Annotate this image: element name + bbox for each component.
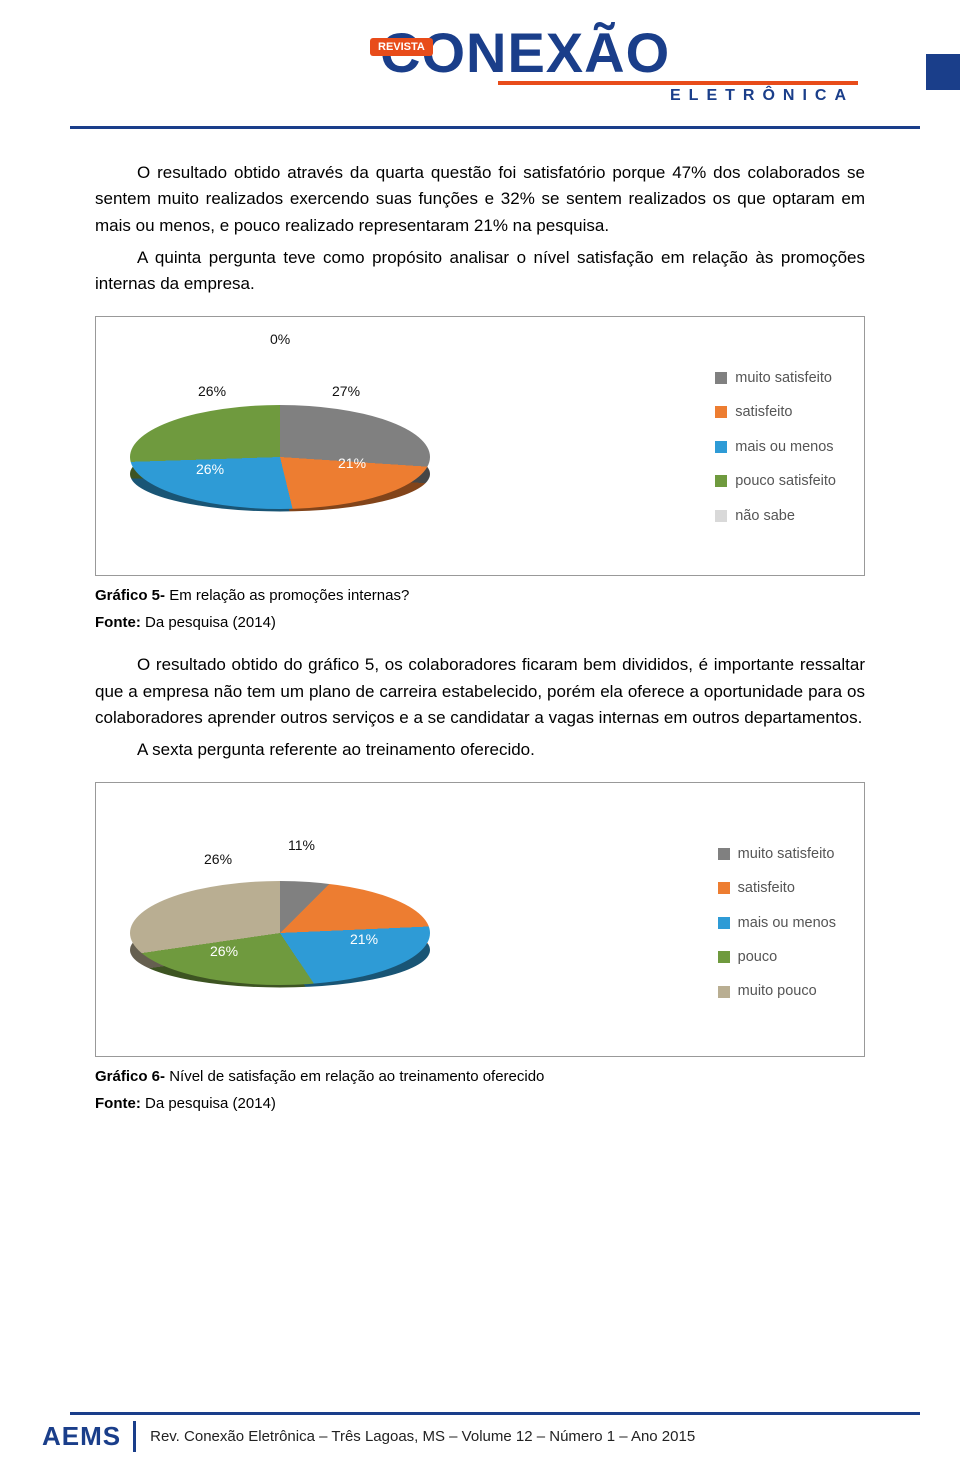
- chart5-slice-label-2: 26%: [196, 459, 224, 481]
- paragraph-2: A quinta pergunta teve como propósito an…: [95, 245, 865, 298]
- chart5-slice-label-1: 21%: [338, 453, 366, 475]
- chart-5-legend: muito satisfeito satisfeito mais ou meno…: [715, 367, 836, 539]
- legend-item: pouco satisfeito: [735, 470, 836, 492]
- legend-item: mais ou menos: [738, 912, 836, 934]
- chart5-slice-label-0: 27%: [332, 381, 360, 403]
- chart5-slice-label-3: 26%: [198, 381, 226, 403]
- chart-6-caption: Gráfico 6- Nível de satisfação em relaçã…: [95, 1065, 865, 1088]
- chart5-zero-label: 0%: [270, 329, 290, 351]
- legend-item: satisfeito: [738, 877, 795, 899]
- paragraph-1: O resultado obtido através da quarta que…: [95, 160, 865, 239]
- chart6-slice-label-0: 11%: [288, 835, 315, 857]
- source-text: Da pesquisa (2014): [141, 614, 276, 631]
- chart-5-pie: 0% 26% 27% 26% 21%: [110, 329, 440, 539]
- source-bold: Fonte:: [95, 614, 141, 631]
- logo-text: CONEXÃO: [380, 20, 860, 85]
- caption-text: Nível de satisfação em relação ao treina…: [165, 1068, 544, 1085]
- legend-item: pouco: [738, 946, 778, 968]
- legend-item: não sabe: [735, 505, 795, 527]
- source-bold: Fonte:: [95, 1095, 141, 1112]
- caption-bold: Gráfico 5-: [95, 587, 165, 604]
- logo-subtitle: ELETRÔNICA: [380, 87, 854, 105]
- paragraph-3: O resultado obtido do gráfico 5, os cola…: [95, 652, 865, 731]
- chart-5-source: Fonte: Da pesquisa (2014): [95, 611, 865, 634]
- logo: REVISTA CONEXÃO ELETRÔNICA: [380, 20, 860, 105]
- legend-item: satisfeito: [735, 401, 792, 423]
- chart6-slice-label-2: 21%: [350, 929, 378, 951]
- chart-5-box: 0% 26% 27% 26% 21% muito satisfeito sati…: [95, 316, 865, 576]
- chart-5-caption: Gráfico 5- Em relação as promoções inter…: [95, 584, 865, 607]
- footer-rule: [70, 1412, 920, 1415]
- chart6-slice-label-3: 26%: [210, 941, 238, 963]
- caption-text: Em relação as promoções internas?: [165, 587, 409, 604]
- chart-6-legend: muito satisfeito satisfeito mais ou meno…: [718, 843, 836, 1015]
- body-content: O resultado obtido através da quarta que…: [0, 130, 960, 1115]
- header-rule: [70, 126, 920, 129]
- caption-bold: Gráfico 6-: [95, 1068, 165, 1085]
- chart6-slice-label-1: 16%: [354, 863, 382, 885]
- paragraph-4: A sexta pergunta referente ao treinament…: [95, 737, 865, 763]
- legend-item: mais ou menos: [735, 436, 833, 458]
- legend-item: muito satisfeito: [735, 367, 832, 389]
- revista-badge: REVISTA: [370, 38, 433, 56]
- chart-6-source: Fonte: Da pesquisa (2014): [95, 1092, 865, 1115]
- legend-item: muito satisfeito: [738, 843, 835, 865]
- chart-6-pie: 11% 26% 16% 21% 26%: [110, 805, 440, 1015]
- footer-text: Rev. Conexão Eletrônica – Três Lagoas, M…: [150, 1428, 695, 1445]
- legend-item: muito pouco: [738, 980, 817, 1002]
- page-footer: AEMS Rev. Conexão Eletrônica – Três Lago…: [0, 1412, 960, 1452]
- source-text: Da pesquisa (2014): [141, 1095, 276, 1112]
- footer-aems: AEMS: [42, 1421, 136, 1452]
- chart-6-box: 11% 26% 16% 21% 26% muito satisfeito sat…: [95, 782, 865, 1057]
- page-header: REVISTA CONEXÃO ELETRÔNICA: [0, 0, 960, 130]
- header-accent-block: [926, 54, 960, 90]
- chart6-slice-label-4: 26%: [204, 849, 232, 871]
